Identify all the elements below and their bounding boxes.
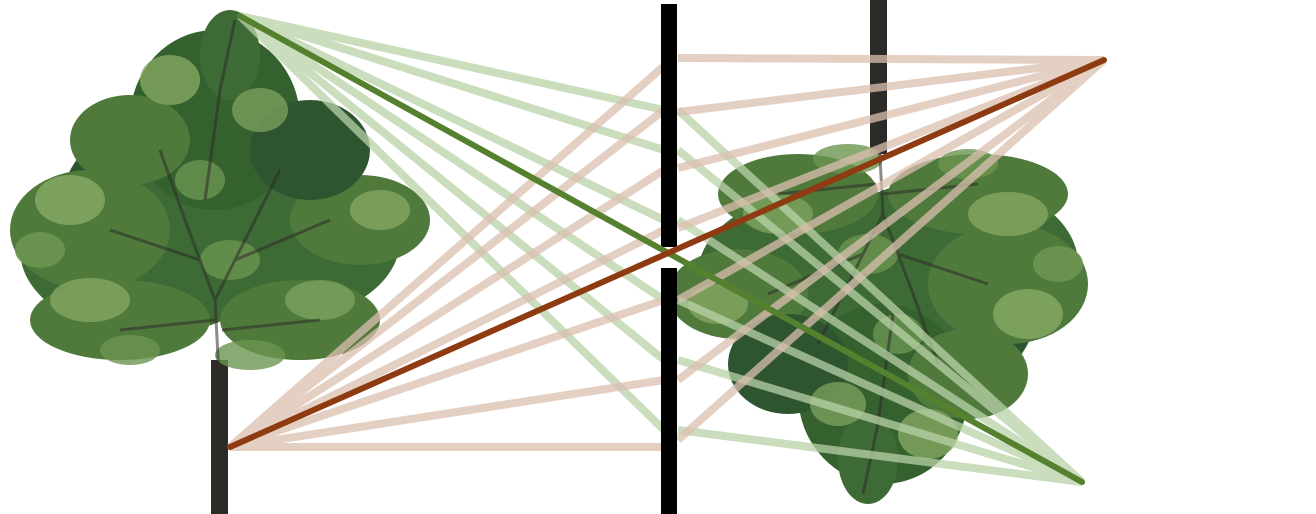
faint-brown-ray — [227, 166, 667, 451]
pinhole-barrier-top — [661, 4, 677, 247]
faint-brown-ray-far — [675, 56, 1107, 384]
pinhole-barrier-bottom — [661, 268, 677, 514]
faint-brown-ray — [228, 296, 666, 451]
faint-brown-ray-far — [676, 56, 1106, 304]
faint-brown-ray-far — [677, 56, 1105, 116]
faint-brown-ray — [229, 376, 665, 451]
faint-brown-ray-far — [677, 54, 1105, 64]
faint-brown-ray-far — [675, 57, 1107, 443]
faint-green-ray — [237, 12, 667, 364]
upright-tree-icon — [8, 8, 432, 514]
faint-brown-ray — [227, 62, 667, 451]
faint-brown-rays — [227, 54, 1107, 451]
faint-brown-ray — [227, 106, 667, 451]
faint-green-ray — [238, 12, 666, 224]
faint-green-ray — [237, 12, 667, 304]
brown-principal-ray — [227, 57, 1107, 450]
faint-green-ray-far — [675, 107, 1085, 485]
faint-green-ray — [239, 12, 665, 114]
green-principal-ray — [237, 13, 1085, 485]
faint-brown-ray-far — [677, 56, 1105, 172]
faint-brown-ray — [228, 226, 666, 451]
faint-green-ray-far — [677, 426, 1083, 486]
faint-green-ray — [237, 13, 667, 433]
faint-brown-ray-far — [676, 56, 1106, 232]
